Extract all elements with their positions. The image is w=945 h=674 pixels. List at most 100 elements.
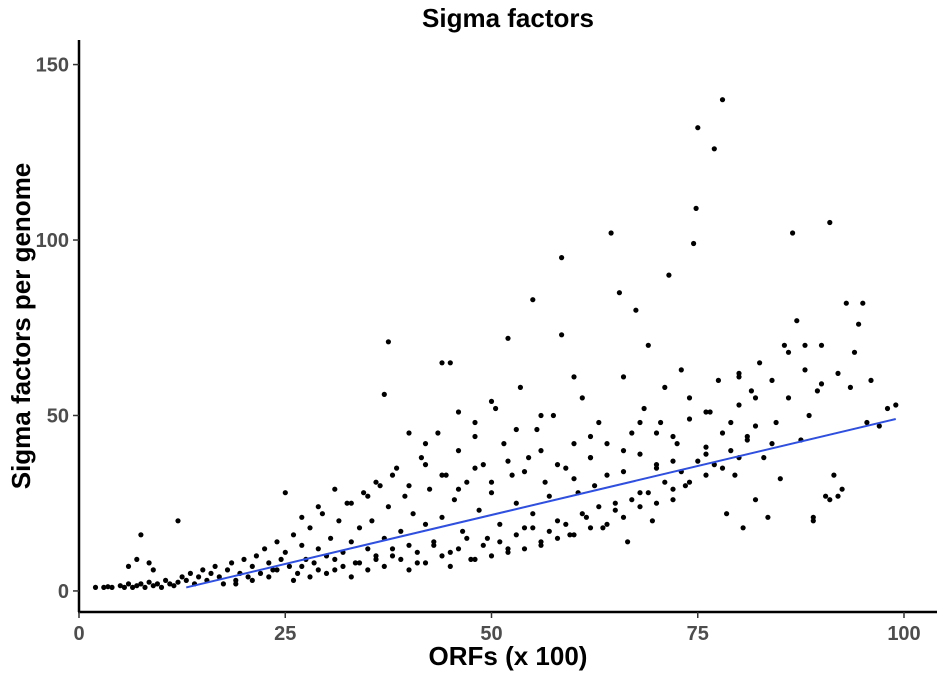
data-point [245,574,251,580]
data-point [571,476,577,482]
data-point [422,462,429,468]
data-point [843,300,849,306]
data-point [839,486,845,492]
data-point [158,584,165,591]
data-point [860,300,866,306]
data-point [847,384,854,390]
data-point [212,563,218,570]
data-point [406,542,412,548]
data-point [233,581,239,587]
data-point [695,125,701,131]
data-point [266,574,272,580]
data-point [282,490,288,496]
data-point [369,518,375,524]
data-point [703,451,709,457]
data-point [550,412,557,419]
data-point [447,563,453,570]
data-point [435,430,441,436]
data-point [678,367,684,373]
data-point [691,240,697,247]
data-point [666,272,672,278]
data-point [517,384,524,390]
data-point [625,539,631,545]
data-point [781,342,788,348]
data-point [554,518,561,524]
data-point [785,395,792,401]
data-point [658,419,664,426]
data-point [497,521,503,527]
data-point [693,205,699,211]
data-point [567,532,573,538]
data-point [422,560,429,566]
data-point [670,433,676,440]
data-point [559,255,565,261]
data-point [530,511,536,517]
data-point [835,493,841,499]
data-point [200,567,206,573]
data-point [270,567,276,573]
data-point [455,486,462,492]
data-point [253,553,259,559]
plot-area [92,97,899,591]
data-point [365,546,371,552]
x-axis-title: ORFs (x 100) [429,641,588,671]
x-tick-label: 75 [687,623,709,645]
data-point [513,426,519,433]
data-point [443,472,449,478]
data-point [332,556,338,563]
data-point [686,416,693,422]
data-point [752,497,759,503]
data-point [748,388,755,394]
data-point [299,514,305,520]
data-point [208,570,214,577]
data-point [728,448,734,454]
data-point [645,490,651,496]
data-point [620,469,627,475]
x-axis-ticks: 0 25 50 75 100 [73,612,921,645]
data-point [323,570,330,577]
data-point [637,504,643,510]
data-point [439,514,445,520]
data-point [823,493,829,499]
y-axis-title: Sigma factors per genome [6,163,36,490]
data-point [278,556,284,563]
y-tick-label: 50 [47,405,69,427]
data-point [125,563,132,570]
data-point [472,556,478,563]
data-point [196,574,202,580]
data-point [884,405,891,412]
data-point [505,458,511,464]
data-point [571,374,577,380]
data-point [856,321,862,327]
data-point [765,514,771,520]
data-point [653,465,660,471]
data-point [604,441,610,447]
data-point [505,549,511,555]
data-point [307,525,313,531]
data-point [150,567,156,573]
data-point [356,525,363,531]
data-point [299,563,305,570]
data-point [637,451,643,457]
data-point [513,532,519,538]
data-point [703,409,709,415]
data-point [604,472,610,478]
data-point [604,521,610,527]
data-point [381,391,387,397]
data-point [790,230,796,236]
data-point [315,546,321,552]
data-point [373,479,379,485]
data-point [711,146,717,152]
data-point [125,581,132,587]
data-point [427,486,433,492]
data-point [521,546,528,552]
data-point [290,577,297,584]
data-point [620,448,627,454]
data-point [356,560,363,566]
data-point [674,441,680,447]
data-point [385,504,391,510]
data-point [92,584,99,591]
data-point [455,409,462,415]
data-point [460,528,466,534]
data-point [163,577,169,584]
